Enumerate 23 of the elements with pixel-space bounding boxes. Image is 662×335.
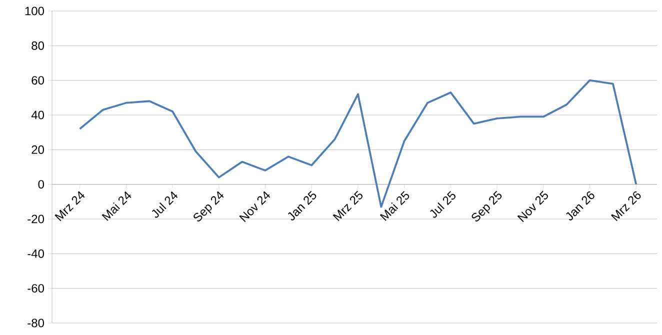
- y-tick-label: -40: [28, 249, 44, 258]
- y-tick-label: 80: [32, 41, 44, 50]
- y-tick-label: 60: [32, 76, 44, 85]
- y-tick-label: 0: [38, 180, 44, 189]
- x-tick-label: Mrz 25: [332, 190, 363, 222]
- y-tick-label: 20: [32, 145, 44, 154]
- x-tick-label: Nov 24: [239, 191, 270, 222]
- x-tick-label: Jul 24: [152, 191, 178, 218]
- y-tick-label: -20: [28, 214, 44, 224]
- x-tick-label: Mai 24: [102, 191, 132, 221]
- y-tick-label: 40: [31, 110, 44, 120]
- x-tick-label: Mrz 24: [54, 191, 85, 222]
- x-tick-label: Nov 25: [517, 190, 548, 222]
- x-tick-label: Sep 25: [472, 190, 502, 222]
- y-tick-label: -80: [28, 318, 44, 328]
- x-tick-label: Jan 25: [288, 190, 316, 220]
- x-tick-label: Jul 25: [430, 191, 456, 218]
- y-tick-label: 100: [25, 6, 44, 16]
- x-tick-label: Jan 26: [566, 191, 594, 220]
- x-tick-label: Sep 24: [194, 191, 224, 222]
- x-tick-label: Mai 25: [380, 191, 410, 221]
- x-tick-label: Mrz 26: [610, 191, 641, 222]
- y-tick-label: -60: [28, 284, 44, 293]
